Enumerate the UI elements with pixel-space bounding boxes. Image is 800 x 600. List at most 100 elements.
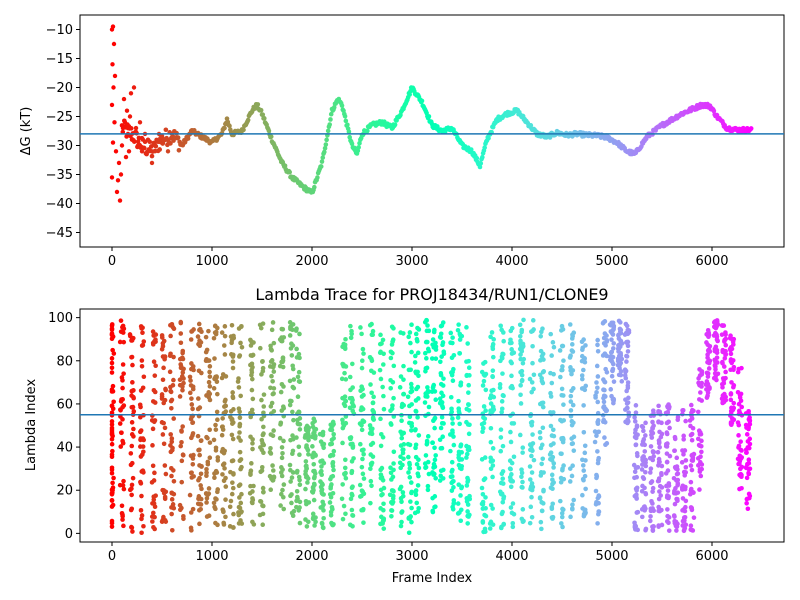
lambda-point xyxy=(610,368,615,374)
lambda-point xyxy=(723,336,729,342)
lambda-point xyxy=(681,437,686,442)
lambda-point xyxy=(623,375,629,381)
lambda-point xyxy=(270,391,276,397)
y-tick-label: −10 xyxy=(46,23,73,38)
lambda-point xyxy=(466,408,472,413)
lambda-point xyxy=(277,435,283,441)
lambda-point xyxy=(579,373,585,378)
lambda-point xyxy=(664,441,669,447)
lambda-point xyxy=(341,423,347,429)
lambda-point xyxy=(441,376,446,381)
lambda-point xyxy=(343,377,349,382)
lambda-point xyxy=(360,489,366,494)
lambda-point xyxy=(313,452,318,458)
lambda-point xyxy=(109,524,115,529)
lambda-point xyxy=(541,470,546,475)
lambda-point xyxy=(415,369,420,375)
lambda-point xyxy=(212,375,218,381)
lambda-point xyxy=(230,365,236,371)
lambda-point xyxy=(483,495,488,500)
lambda-point xyxy=(520,445,526,450)
lambda-point xyxy=(508,484,514,490)
lambda-point xyxy=(204,500,209,505)
delta-g-point xyxy=(111,85,116,90)
lambda-point xyxy=(550,501,556,507)
lambda-point xyxy=(343,336,348,342)
lambda-point xyxy=(129,354,135,360)
lambda-point xyxy=(483,513,489,519)
delta-g-point xyxy=(121,96,127,102)
lambda-point xyxy=(497,382,503,387)
lambda-point xyxy=(141,523,146,529)
lambda-point xyxy=(490,506,495,511)
lambda-point xyxy=(409,385,414,391)
lambda-point xyxy=(221,509,226,514)
lambda-point xyxy=(349,470,354,476)
lambda-point xyxy=(311,461,317,467)
lambda-point xyxy=(697,383,703,388)
lambda-point xyxy=(140,468,146,473)
lambda-point xyxy=(438,359,443,365)
lambda-point xyxy=(440,340,446,345)
lambda-point xyxy=(415,471,421,476)
lambda-point xyxy=(180,350,185,356)
lambda-point xyxy=(398,496,404,501)
lambda-point xyxy=(648,466,654,471)
lambda-point xyxy=(558,475,564,481)
lambda-point xyxy=(381,393,386,399)
lambda-point xyxy=(180,453,186,458)
lambda-point xyxy=(619,379,625,384)
lambda-point xyxy=(407,420,412,426)
lambda-point xyxy=(171,354,176,360)
lambda-point xyxy=(169,511,174,517)
lambda-point xyxy=(341,503,347,509)
lambda-point xyxy=(593,393,598,398)
lambda-point xyxy=(688,463,694,468)
lambda-point xyxy=(190,420,195,425)
y-tick-label: −15 xyxy=(46,52,73,67)
lambda-point xyxy=(152,514,157,520)
lambda-point xyxy=(618,372,624,378)
lambda-point xyxy=(539,526,544,532)
lambda-point xyxy=(290,470,296,475)
lambda-point xyxy=(271,340,277,346)
lambda-point xyxy=(595,349,601,354)
lambda-point xyxy=(650,485,656,491)
lambda-point xyxy=(168,384,173,390)
lambda-point xyxy=(699,438,704,444)
lambda-point xyxy=(230,485,236,491)
lambda-point xyxy=(238,466,243,472)
lambda-point xyxy=(657,459,662,465)
lambda-point xyxy=(561,463,566,468)
lambda-point xyxy=(683,418,688,424)
lambda-point xyxy=(109,370,115,375)
lambda-point xyxy=(425,385,430,390)
lambda-point xyxy=(236,435,241,440)
lambda-point xyxy=(698,473,704,479)
lambda-point xyxy=(498,448,504,454)
lambda-point xyxy=(489,330,495,335)
lambda-point xyxy=(551,433,557,439)
lambda-point xyxy=(649,479,655,484)
lambda-point xyxy=(378,475,384,481)
lambda-point xyxy=(390,350,395,356)
lambda-point xyxy=(689,416,695,421)
lambda-point xyxy=(304,443,309,448)
lambda-point xyxy=(594,475,599,481)
lambda-point xyxy=(682,526,687,532)
lambda-point xyxy=(378,416,383,422)
lambda-point xyxy=(680,496,686,501)
delta-g-x-axis: 0 1000 2000 3000 4000 5000 6000 xyxy=(108,247,729,269)
lambda-point xyxy=(416,465,422,471)
lambda-point xyxy=(347,395,353,401)
lambda-point xyxy=(723,330,728,335)
lambda-point xyxy=(688,527,694,532)
lambda-point xyxy=(408,389,413,395)
lambda-point xyxy=(548,442,554,448)
lambda-point xyxy=(271,364,276,369)
lambda-point xyxy=(712,346,718,352)
x-tick-label: 0 xyxy=(108,254,116,269)
lambda-point xyxy=(509,340,514,346)
lambda-point xyxy=(321,515,326,521)
delta-g-point xyxy=(349,141,355,147)
